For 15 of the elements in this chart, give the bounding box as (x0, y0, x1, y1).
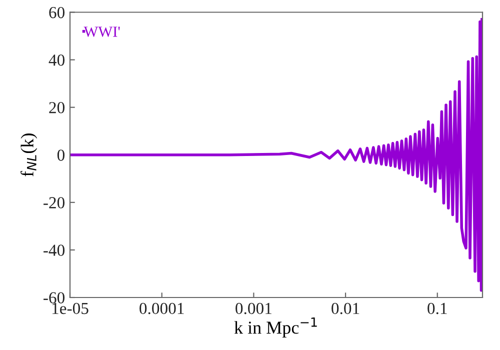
y-tick-label: 0 (57, 150, 65, 161)
x-tick-label: 0.001 (236, 302, 272, 314)
x-tick-label: 0.01 (332, 302, 360, 314)
y-tick-label: 20 (49, 102, 65, 114)
y-tick-label: -60 (44, 292, 65, 304)
y-tick-label: -40 (44, 244, 65, 256)
y-tick-label: 40 (48, 54, 65, 66)
x-tick-label: 0.0001 (140, 302, 184, 314)
x-tick-label: 0.1 (428, 302, 447, 314)
y-tick-label: -20 (44, 197, 65, 208)
x-axis-title: k in Mpc$^{−1}$ (234, 317, 317, 338)
y-tick-label: 60 (49, 6, 65, 18)
y-axis-title: f$_{NL}$(k) (20, 134, 38, 176)
legend-label: WWI' (84, 26, 120, 37)
x-tick-label: 1e-05 (52, 302, 88, 314)
